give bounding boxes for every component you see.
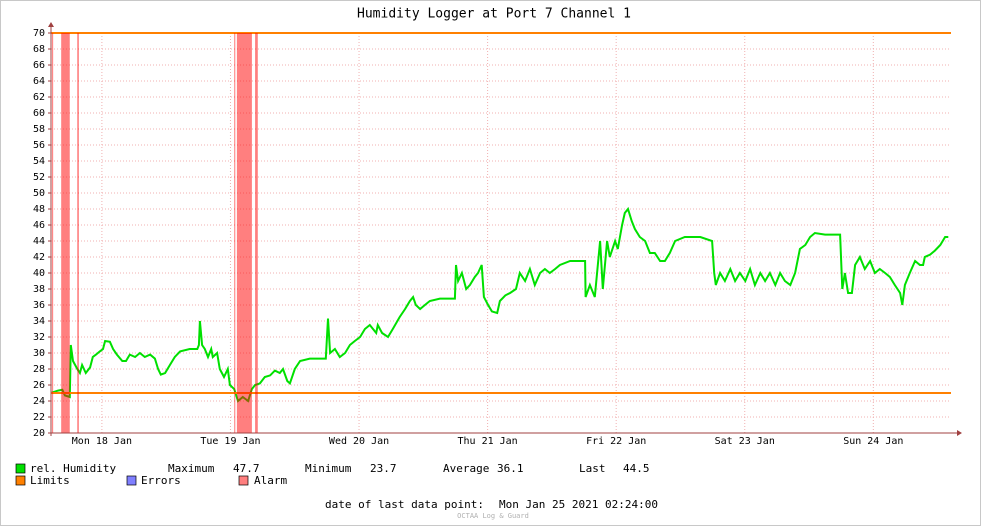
y-tick-label: 32	[33, 332, 45, 343]
alarm-band	[255, 33, 258, 433]
plot-area	[51, 33, 951, 433]
y-tick-label: 28	[33, 364, 45, 375]
legend-swatch	[238, 475, 249, 486]
footer-value: Mon Jan 25 2021 02:24:00	[499, 498, 658, 511]
x-tick-label: Sat 23 Jan	[715, 436, 775, 447]
y-tick-label: 62	[33, 92, 45, 103]
x-tick-label: Tue 19 Jan	[200, 436, 260, 447]
legend-swatch	[126, 475, 137, 486]
y-tick-label: 34	[33, 316, 45, 327]
legend-label: rel. Humidity	[30, 462, 116, 475]
x-tick-label: Thu 21 Jan	[457, 436, 517, 447]
legend-swatch	[15, 475, 26, 486]
y-tick-label: 42	[33, 252, 45, 263]
y-tick-label: 40	[33, 268, 45, 279]
x-arrow	[957, 430, 962, 436]
y-tick-label: 38	[33, 284, 45, 295]
alarm-band	[52, 33, 54, 433]
y-tick-label: 66	[33, 60, 45, 71]
legend-label: Errors	[141, 474, 181, 487]
y-tick-label: 54	[33, 156, 45, 167]
y-tick-label: 20	[33, 428, 45, 439]
x-tick-label: Sun 24 Jan	[843, 436, 903, 447]
legend-label: Alarm	[254, 474, 287, 487]
y-tick-label: 24	[33, 396, 45, 407]
watermark: OCTAA Log & Guard	[457, 512, 529, 520]
stat-label: Average	[443, 462, 489, 475]
y-tick-label: 52	[33, 172, 45, 183]
y-tick-label: 44	[33, 236, 45, 247]
stat-label: Maximum	[168, 462, 215, 475]
y-tick-label: 30	[33, 348, 45, 359]
footer-label: date of last data point:	[325, 498, 484, 511]
y-tick-label: 48	[33, 204, 45, 215]
x-tick-label: Fri 22 Jan	[586, 436, 646, 447]
y-tick-label: 60	[33, 108, 45, 119]
y-tick-label: 46	[33, 220, 45, 231]
y-tick-label: 64	[33, 76, 45, 87]
stat-value: 23.7	[370, 462, 397, 475]
alarm-band	[234, 33, 236, 433]
stat-label: Minimum	[305, 462, 352, 475]
stat-value: 36.1	[497, 462, 524, 475]
y-tick-label: 26	[33, 380, 45, 391]
x-tick-label: Wed 20 Jan	[329, 436, 389, 447]
alarm-band	[236, 33, 252, 433]
stat-value: 47.7	[233, 462, 260, 475]
legend-label: Limits	[30, 474, 70, 487]
alarm-band	[61, 33, 70, 433]
stat-label: Last	[579, 462, 606, 475]
stat-value: 44.5	[623, 462, 650, 475]
y-tick-label: 58	[33, 124, 45, 135]
y-tick-label: 70	[33, 28, 45, 39]
data-line	[50, 206, 949, 403]
y-tick-label: 68	[33, 44, 45, 55]
y-tick-label: 56	[33, 140, 45, 151]
alarm-band	[77, 33, 79, 433]
y-tick-label: 50	[33, 188, 45, 199]
x-tick-label: Mon 18 Jan	[72, 436, 132, 447]
legend-swatch	[15, 463, 26, 474]
y-arrow	[48, 22, 54, 27]
y-tick-label: 36	[33, 300, 45, 311]
chart-title: Humidity Logger at Port 7 Channel 1	[357, 7, 631, 22]
y-tick-label: 22	[33, 412, 45, 423]
